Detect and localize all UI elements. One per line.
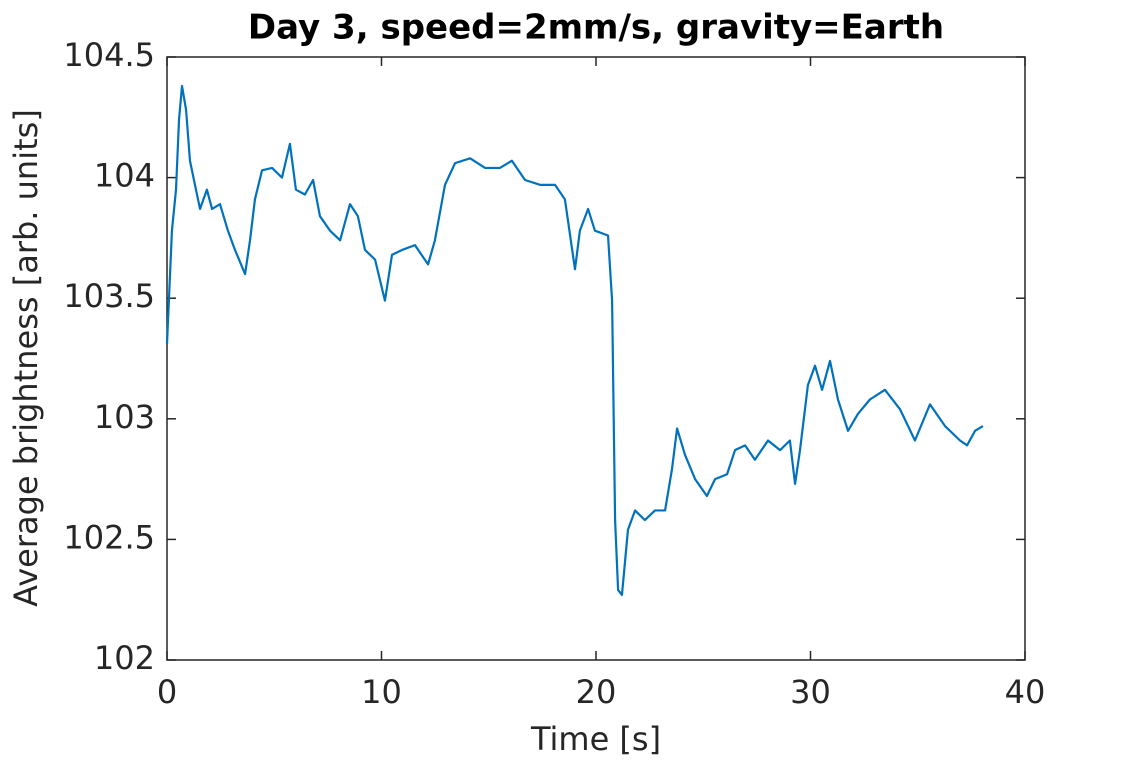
x-tick-label: 40 — [1005, 673, 1046, 711]
x-tick-label: 10 — [361, 673, 402, 711]
x-tick-label: 30 — [790, 673, 831, 711]
chart-title: Day 3, speed=2mm/s, gravity=Earth — [248, 8, 944, 48]
x-axis-label: Time [s] — [530, 720, 661, 758]
y-tick-label: 102.5 — [63, 518, 155, 556]
y-tick-label: 104 — [94, 157, 155, 195]
y-tick-label: 103.5 — [63, 277, 155, 315]
y-tick-label: 102 — [94, 639, 155, 677]
x-tick-label: 0 — [157, 673, 177, 711]
x-tick-label: 20 — [576, 673, 617, 711]
y-axis-label: Average brightness [arb. units] — [7, 109, 45, 607]
y-tick-label: 103 — [94, 398, 155, 436]
plot-frame — [166, 56, 1026, 661]
data-line — [165, 84, 984, 596]
y-tick-label: 104.5 — [63, 36, 155, 74]
